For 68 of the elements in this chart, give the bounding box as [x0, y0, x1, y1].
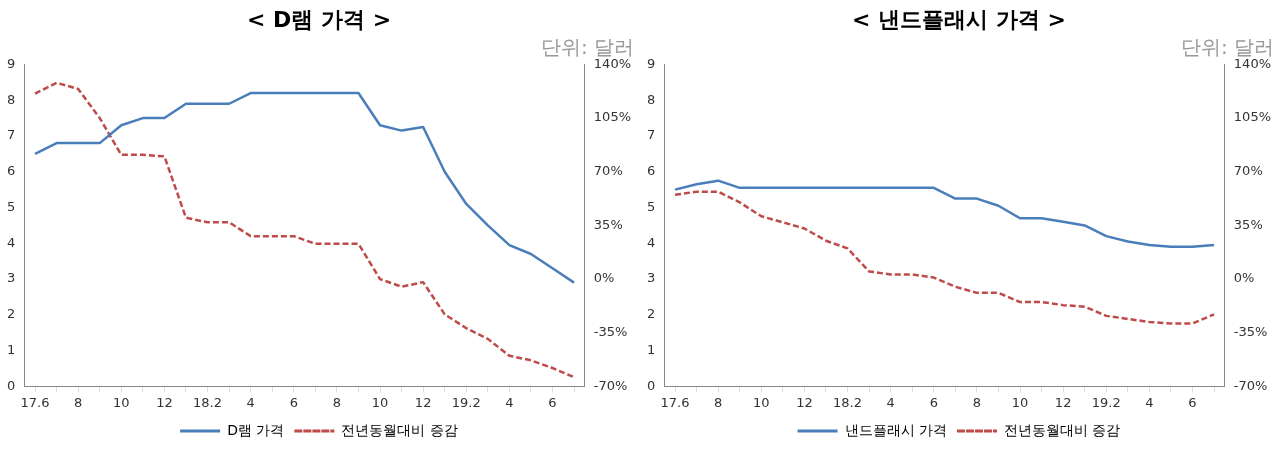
x-tick-label: 8 [714, 394, 723, 410]
line-series [673, 190, 1216, 325]
x-tick-label: 10 [113, 394, 130, 410]
x-tick-label: 6 [548, 394, 557, 410]
x-tick-label: 10 [371, 394, 389, 410]
y2-tick-label: -70% [1233, 377, 1268, 393]
x-tick-label: 19.2 [451, 394, 481, 410]
x-tick-label: 17.6 [660, 394, 690, 410]
y2-tick-label: 70% [593, 163, 623, 179]
x-tick-label: 18.2 [193, 394, 223, 410]
x-tick-label: 4 [246, 394, 255, 410]
y2-tick-label: 35% [593, 216, 623, 232]
legend-label: 전년동월대비 증감 [1004, 421, 1121, 438]
y-tick-label: 0 [6, 377, 16, 393]
x-tick-label: 10 [1011, 394, 1029, 410]
text: 단위: 달러 [1180, 34, 1274, 59]
x-tick-label: 6 [929, 394, 938, 410]
x-tick-label: 10 [753, 394, 770, 410]
y-tick-label: 1 [6, 342, 16, 357]
x-tick-label: 6 [1188, 394, 1197, 410]
x-tick-label: 18.2 [833, 394, 863, 410]
y-tick-label: 2 [6, 306, 16, 322]
y-tick-label: 2 [646, 306, 656, 322]
y-tick-label: 1 [646, 342, 656, 357]
y2-tick-label: -70% [593, 377, 628, 393]
chart-title: < 낸드플래시 가격 > [852, 6, 1066, 32]
x-tick-label: 19.2 [1091, 394, 1121, 410]
x-tick-label: 8 [74, 394, 83, 410]
legend-label: 낸드플래시 가격 [844, 421, 947, 438]
y-tick-label: 0 [646, 377, 656, 393]
line-series [33, 81, 576, 379]
x-tick-label: 12 [796, 394, 813, 410]
y2-tick-label: -35% [1233, 324, 1268, 340]
y-tick-label: 3 [646, 270, 656, 286]
y-tick-label: 4 [6, 234, 16, 250]
x-tick-label: 8 [972, 394, 982, 410]
y2-tick-label: 0% [1233, 270, 1255, 286]
y-tick-label: 8 [646, 91, 656, 107]
y2-tick-label: 105% [593, 109, 632, 125]
chart-title: < D램 가격 > [246, 6, 392, 32]
x-tick-label: 4 [505, 394, 514, 410]
y-tick-label: 3 [6, 270, 16, 286]
x-tick-label: 4 [886, 394, 895, 410]
y-tick-label: 5 [646, 198, 656, 214]
x-tick-label: 6 [289, 394, 298, 410]
y-tick-label: 5 [6, 198, 16, 214]
y2-tick-label: -35% [593, 324, 628, 340]
legend-label: 전년동월대비 증감 [341, 421, 458, 438]
y2-tick-label: 105% [1233, 109, 1272, 125]
y-tick-label: 8 [6, 91, 16, 107]
legend-label: D램 가격 [227, 421, 285, 438]
text: 단위: 달러 [540, 34, 634, 59]
x-tick-label: 8 [332, 394, 342, 410]
y2-tick-label: 70% [1233, 163, 1263, 179]
y-tick-label: 6 [646, 163, 656, 179]
y-tick-label: 9 [646, 55, 656, 71]
y2-tick-label: 35% [1233, 216, 1263, 232]
y-tick-label: 9 [6, 55, 16, 71]
y-tick-label: 4 [646, 234, 656, 250]
x-tick-label: 12 [156, 394, 173, 410]
y-tick-label: 7 [6, 127, 16, 143]
x-tick-label: 17.6 [20, 394, 50, 410]
y2-tick-label: 0% [593, 270, 615, 286]
x-tick-label: 4 [1145, 394, 1154, 410]
y-tick-label: 6 [6, 163, 16, 179]
x-tick-label: 12 [414, 394, 432, 410]
y-tick-label: 7 [646, 127, 656, 143]
x-tick-label: 12 [1054, 394, 1072, 410]
